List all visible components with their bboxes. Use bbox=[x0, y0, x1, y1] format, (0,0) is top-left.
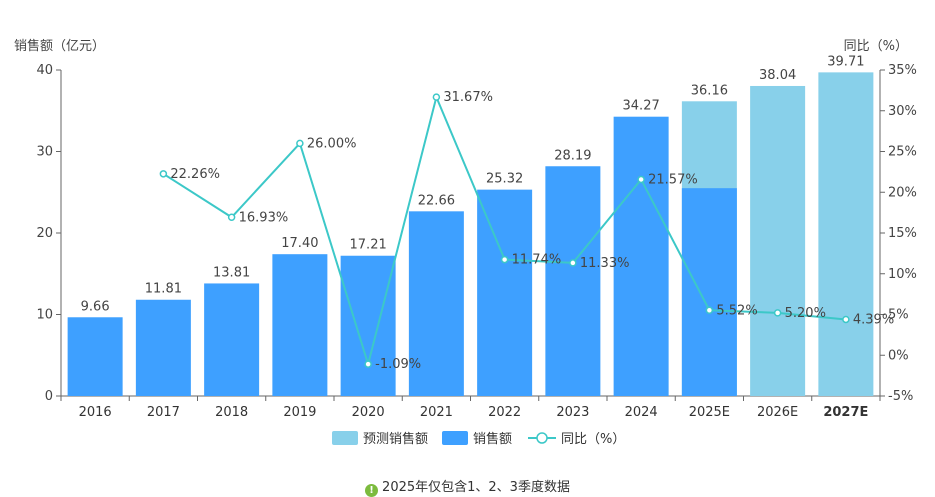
legend-swatch-actual bbox=[442, 431, 468, 445]
legend-label-forecast: 预测销售额 bbox=[363, 431, 428, 447]
bar-label-actual: 25.32 bbox=[486, 172, 523, 187]
bar-label-actual: 28.19 bbox=[554, 148, 591, 163]
legend-label-yoy: 同比（%） bbox=[561, 432, 625, 447]
y-tick-label-right: 35% bbox=[888, 63, 917, 78]
x-tick-label: 2025E bbox=[689, 405, 730, 420]
bar-label-actual: 17.40 bbox=[281, 236, 318, 251]
bar-label-actual: 22.66 bbox=[418, 193, 455, 208]
x-tick-label: 2026E bbox=[757, 405, 798, 420]
bar-label-actual: 13.81 bbox=[213, 265, 250, 280]
x-tick-label: 2016 bbox=[79, 405, 112, 420]
yoy-point bbox=[296, 139, 304, 148]
yoy-point bbox=[364, 360, 372, 368]
y-tick-label-right: 10% bbox=[888, 267, 917, 282]
x-tick-label: 2024 bbox=[625, 405, 658, 420]
bar-forecast bbox=[750, 85, 806, 396]
bar-label-actual: 17.21 bbox=[350, 238, 387, 253]
yoy-point bbox=[773, 309, 782, 317]
x-tick-label: 2027E bbox=[823, 405, 868, 420]
legend-label-actual: 销售额 bbox=[473, 431, 512, 447]
yoy-point bbox=[705, 306, 714, 315]
bar-label-forecast: 39.71 bbox=[827, 54, 864, 69]
y-tick-label-right: 5% bbox=[888, 308, 909, 323]
bar-actual bbox=[67, 317, 123, 396]
yoy-point bbox=[500, 255, 509, 264]
yoy-label: 5.20% bbox=[785, 306, 826, 321]
legend-swatch-point bbox=[536, 432, 548, 444]
bar-actual bbox=[545, 166, 601, 396]
x-tick-label: 2022 bbox=[488, 405, 521, 420]
footnote: ! 2025年仅包含1、2、3季度数据 bbox=[0, 476, 935, 497]
y-tick-label-right: 0% bbox=[888, 348, 909, 363]
yoy-point bbox=[227, 213, 236, 222]
x-tick-label: 2023 bbox=[556, 405, 589, 420]
bar-actual bbox=[340, 255, 396, 396]
bar-label-actual: 11.81 bbox=[145, 282, 182, 297]
x-tick-label: 2019 bbox=[283, 405, 316, 420]
yoy-label: 5.52% bbox=[716, 303, 757, 318]
y-tick-label-right: 20% bbox=[888, 185, 917, 200]
x-tick-label: 2018 bbox=[215, 405, 248, 420]
y-tick-label-left: 20 bbox=[36, 226, 53, 241]
yoy-label: 21.57% bbox=[648, 172, 698, 187]
bar-actual bbox=[477, 189, 533, 396]
y-tick-label-right: 15% bbox=[888, 226, 917, 241]
bar-label-actual: 9.66 bbox=[81, 299, 110, 314]
bar-actual bbox=[272, 254, 328, 396]
x-tick-label: 2021 bbox=[420, 405, 453, 420]
yoy-label: 4.39% bbox=[853, 312, 894, 327]
legend[interactable]: 预测销售额 销售额 同比（%） bbox=[332, 431, 625, 447]
y-axis-right-label: 同比（%） bbox=[844, 39, 908, 54]
bar-actual bbox=[408, 211, 464, 396]
yoy-point bbox=[159, 170, 168, 178]
yoy-point bbox=[432, 93, 441, 101]
bar-label-forecast: 38.04 bbox=[759, 68, 796, 83]
x-tick-label: 2020 bbox=[352, 405, 385, 420]
yoy-label: 16.93% bbox=[239, 210, 289, 225]
yoy-label: 26.00% bbox=[307, 136, 357, 151]
yoy-point bbox=[569, 259, 577, 267]
yoy-label: 22.26% bbox=[170, 167, 220, 182]
yoy-point bbox=[842, 315, 850, 324]
bar-label-forecast: 36.16 bbox=[691, 83, 728, 98]
y-tick-label-left: 0 bbox=[45, 389, 53, 404]
yoy-label: 11.33% bbox=[580, 256, 630, 271]
data-labels: 36.16 38.04 39.71 9.66 11.81 13.81 17.40 17.21 2… bbox=[81, 54, 895, 372]
bar-actual bbox=[135, 299, 191, 396]
yoy-label: 31.67% bbox=[443, 90, 493, 105]
legend-swatch-forecast bbox=[332, 431, 358, 445]
exclamation-icon: ! bbox=[365, 484, 379, 497]
y-tick-label-left: 40 bbox=[36, 63, 53, 78]
x-tick-label: 2017 bbox=[147, 405, 180, 420]
bar-actual bbox=[681, 188, 737, 396]
yoy-label: -1.09% bbox=[375, 357, 421, 372]
y-tick-label-right: 30% bbox=[888, 104, 917, 119]
bar-forecast bbox=[818, 72, 874, 397]
bar-actual bbox=[613, 116, 669, 397]
bar-label-actual: 34.27 bbox=[623, 99, 660, 114]
y-tick-label-left: 30 bbox=[36, 145, 53, 160]
yoy-line bbox=[159, 93, 850, 368]
axes: 0 10 20 30 40 -5% 0% 5% 10% 15% 20% 25% 30% 35% 2016 20… bbox=[36, 63, 916, 420]
y-tick-label-right: 25% bbox=[888, 145, 917, 160]
bar-actual bbox=[204, 283, 260, 396]
yoy-label: 11.74% bbox=[512, 253, 562, 268]
y-tick-label-right: -5% bbox=[888, 389, 913, 404]
bars bbox=[67, 72, 874, 397]
y-tick-label-left: 10 bbox=[36, 308, 53, 323]
yoy-point bbox=[637, 175, 645, 184]
footnote-text: 2025年仅包含1、2、3季度数据 bbox=[382, 480, 570, 495]
y-axis-left-label: 销售额（亿元） bbox=[14, 38, 105, 54]
